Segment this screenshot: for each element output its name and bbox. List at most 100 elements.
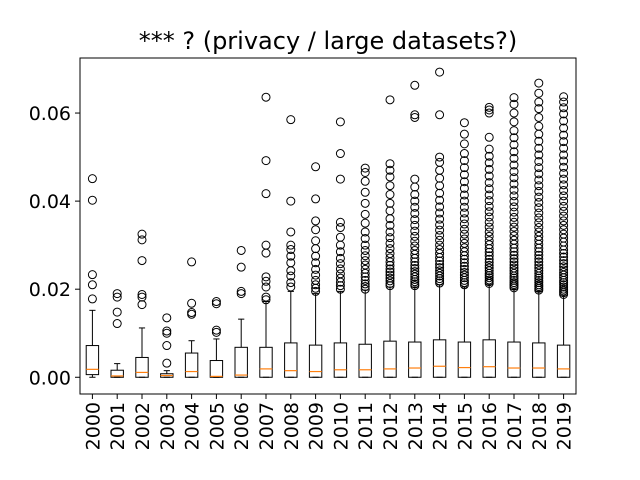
outlier-point [459,234,469,244]
outlier-point [534,208,544,218]
outlier-point [335,174,345,184]
outlier-point [484,275,494,285]
outlier-point [484,132,494,142]
outlier-point [335,223,345,233]
outlier-point [137,292,147,302]
outlier-point [410,263,420,273]
outlier-point [112,307,122,317]
outlier-point [311,225,321,235]
outlier-point [509,212,519,222]
y-tick-label: 0.02 [29,279,71,301]
outlier-point [87,280,97,290]
outlier-point [385,249,395,259]
box-iqr [358,343,372,378]
box-iqr [308,344,323,378]
outlier-point [137,235,147,245]
outlier-point [311,280,321,290]
outlier-point [187,308,197,318]
outlier-point [385,159,395,169]
outlier-point [87,294,97,304]
outlier-point [484,236,494,246]
x-tick-label: 2013 [405,402,427,450]
outlier-point [410,226,420,236]
box-group [160,313,174,378]
outlier-point [559,278,569,288]
plot-frame [79,57,577,395]
outlier-point [410,220,420,230]
outlier-point [459,177,469,187]
outlier-point [435,67,445,77]
outlier-point [534,231,544,241]
outlier-point [87,174,97,184]
outlier-point [360,260,370,270]
boxes-layer [85,67,571,378]
outlier-point [559,174,569,184]
outlier-point [385,95,395,105]
outlier-point [459,261,469,271]
outlier-point [534,247,544,257]
outlier-point [559,216,569,226]
outlier-point [286,227,296,237]
outlier-point [484,108,494,118]
outlier-point [484,105,494,115]
box-iqr [209,360,224,378]
outlier-point [385,165,395,175]
x-tick-label: 2012 [380,402,402,450]
outlier-point [534,280,544,290]
outlier-point [311,216,321,226]
outlier-point [559,143,569,153]
outlier-point [187,298,197,308]
outlier-point [509,126,519,136]
x-tick-label: 2002 [132,402,154,450]
box-iqr [383,340,397,378]
outlier-point [286,282,296,292]
outlier-point [459,156,469,166]
outlier-point [559,162,569,172]
outlier-point [311,162,321,172]
outlier-point [509,254,519,264]
outlier-point [335,217,345,227]
outlier-point [484,201,494,211]
outlier-point [112,319,122,329]
outlier-point [360,284,370,294]
outlier-point [360,198,370,208]
x-tick-label: 2019 [554,402,576,450]
outlier-point [435,220,445,230]
box-iqr [482,339,496,378]
outlier-point [509,197,519,207]
outlier-point [534,254,544,264]
outlier-point [385,260,395,270]
outlier-point [484,158,494,168]
outlier-point [509,140,519,150]
outlier-point [261,276,271,286]
outlier-point [385,227,395,237]
outlier-point [484,273,494,283]
outlier-point [360,264,370,274]
outlier-point [311,275,321,285]
outlier-point [484,144,494,154]
outlier-point [534,257,544,267]
outlier-point [261,272,271,282]
outlier-point [435,266,445,276]
outlier-point [286,196,296,206]
outlier-point [559,156,569,166]
outlier-point [162,341,172,351]
outlier-point [435,278,445,288]
outlier-point [435,260,445,270]
outlier-point [385,233,395,243]
outlier-point [112,292,122,302]
outlier-point [509,217,519,227]
outlier-point [162,358,172,368]
outlier-point [534,250,544,260]
outlier-point [459,196,469,206]
outlier-point [410,174,420,184]
outlier-point [286,240,296,250]
outlier-point [534,78,544,88]
outlier-point [435,214,445,224]
outlier-point [410,279,420,289]
outlier-point [509,235,519,245]
outlier-point [360,218,370,228]
outlier-point [534,223,544,233]
outlier-point [534,104,544,114]
